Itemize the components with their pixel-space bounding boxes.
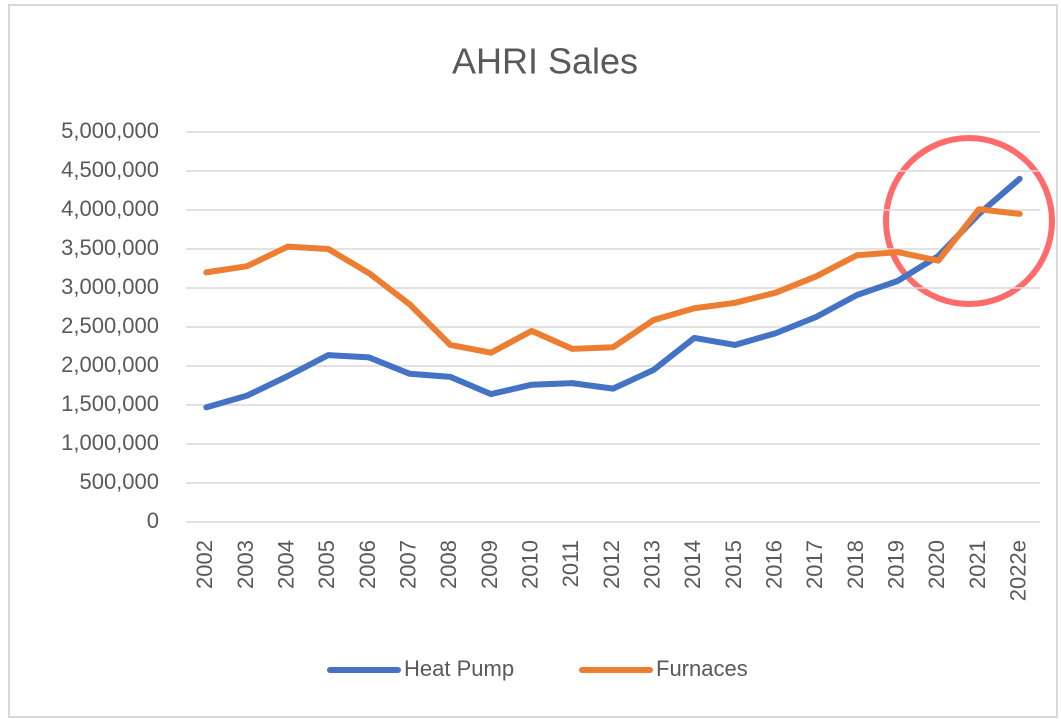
y-tick-label: 4,000,000 xyxy=(61,196,159,221)
chart-title: AHRI Sales xyxy=(452,41,638,82)
y-tick-label: 1,000,000 xyxy=(61,430,159,455)
x-tick-label: 2014 xyxy=(680,540,705,589)
x-tick-label: 2003 xyxy=(233,540,258,589)
x-tick-label: 2019 xyxy=(883,540,908,589)
chart-frame xyxy=(8,4,1058,718)
x-tick-label: 2007 xyxy=(395,540,420,589)
y-tick-label: 3,500,000 xyxy=(61,235,159,260)
x-tick-label: 2017 xyxy=(802,540,827,589)
x-tick-label: 2002 xyxy=(192,540,217,589)
x-tick-label: 2008 xyxy=(436,540,461,589)
y-tick-label: 2,000,000 xyxy=(61,352,159,377)
highlight-circle xyxy=(883,135,1055,307)
legend-label: Heat Pump xyxy=(404,656,514,681)
y-tick-label: 500,000 xyxy=(79,469,159,494)
x-tick-label: 2010 xyxy=(517,540,542,589)
y-tick-label: 4,500,000 xyxy=(61,157,159,182)
y-tick-label: 5,000,000 xyxy=(61,118,159,143)
x-tick-label: 2009 xyxy=(477,540,502,589)
x-tick-label: 2016 xyxy=(761,540,786,589)
x-tick-label: 2005 xyxy=(314,540,339,589)
y-tick-label: 1,500,000 xyxy=(61,391,159,416)
x-tick-label: 2006 xyxy=(355,540,380,589)
x-tick-label: 2004 xyxy=(273,540,298,589)
x-tick-label: 2022e xyxy=(1005,540,1030,601)
x-tick-label: 2012 xyxy=(599,540,624,589)
x-tick-label: 2011 xyxy=(558,540,583,587)
y-tick-label: 0 xyxy=(147,508,159,533)
x-tick-label: 2020 xyxy=(924,540,949,589)
x-tick-label: 2015 xyxy=(721,540,746,589)
x-tick-label: 2021 xyxy=(965,540,990,589)
x-tick-label: 2013 xyxy=(639,540,664,589)
y-tick-label: 2,500,000 xyxy=(61,313,159,338)
y-tick-label: 3,000,000 xyxy=(61,274,159,299)
series-line xyxy=(203,175,1023,411)
series-line xyxy=(203,206,1023,356)
legend-label: Furnaces xyxy=(656,656,748,681)
x-tick-label: 2018 xyxy=(843,540,868,589)
